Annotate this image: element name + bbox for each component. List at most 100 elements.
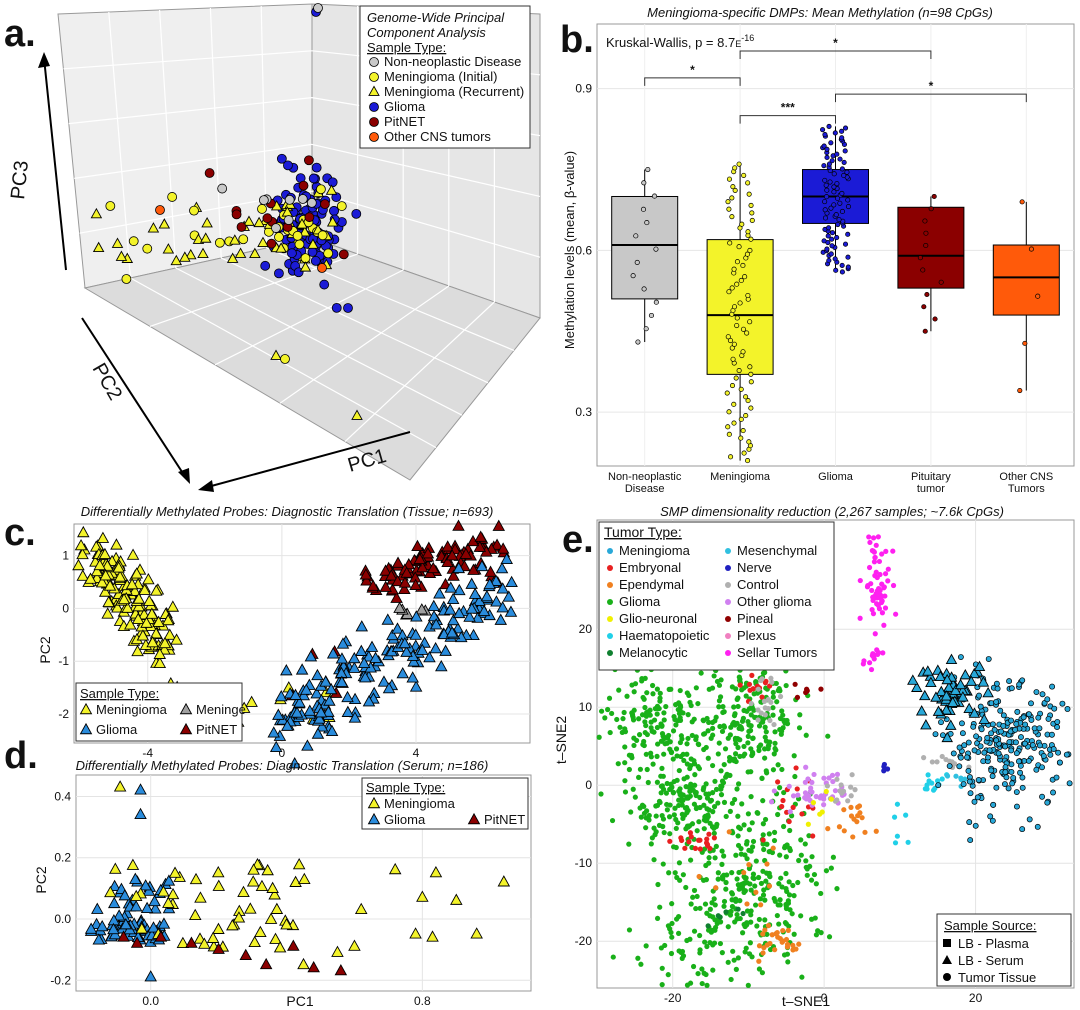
tsne-point [716, 740, 722, 746]
tsne-point [729, 903, 736, 910]
tsne-point [773, 680, 779, 687]
pca3d-point [294, 239, 305, 250]
tsne-point [826, 775, 832, 781]
tissue-pca-point [441, 540, 454, 552]
tsne-point [783, 903, 789, 909]
tsne-point [672, 805, 678, 811]
boxplot-point [641, 180, 647, 186]
tsne-point [1012, 739, 1019, 746]
tsne-point [713, 885, 719, 891]
scatter-ytick-label: -1 [58, 654, 69, 668]
tsne-point [744, 856, 750, 862]
tissue-pca-point [468, 587, 482, 599]
tsne-point [748, 919, 754, 925]
tsne-point [697, 905, 703, 911]
tsne-point [636, 732, 643, 738]
tsne-point [1028, 700, 1034, 707]
tissue-pca-legend-marker [179, 702, 193, 715]
tsne-point [602, 715, 608, 721]
tsne-point [667, 802, 673, 808]
tsne-point [794, 694, 801, 700]
tsne-point [684, 741, 690, 747]
tsne-point [791, 753, 797, 759]
tsne-point [748, 793, 754, 800]
tsne-point [688, 901, 694, 907]
tsne-legend-marker [725, 548, 731, 554]
boxplot-point [821, 163, 827, 169]
pca3d-point [351, 208, 362, 219]
serum-pca-point [118, 889, 132, 901]
tsne-source-legend-label: LB - Plasma [958, 936, 1030, 951]
tsne-point [654, 724, 660, 731]
tsne-point [686, 839, 692, 845]
boxplot-point [845, 264, 851, 270]
tsne-point [653, 803, 659, 809]
boxplot-point [822, 199, 828, 205]
tsne-legend-marker [607, 616, 613, 622]
tsne-point [642, 675, 648, 681]
tsne-point [708, 735, 714, 741]
tissue-pca-point [348, 651, 361, 664]
tsne-point [728, 908, 734, 914]
tsne-point [716, 704, 722, 710]
tsne-point [648, 725, 654, 731]
tissue-pca-point [145, 607, 159, 619]
boxplot-point [653, 246, 659, 252]
boxplot-point [748, 405, 754, 411]
pca3d-point [199, 232, 212, 243]
tsne-point [694, 893, 700, 900]
tsne-point [723, 886, 729, 892]
pca3d-legend-title-2: Component Analysis [367, 25, 486, 40]
tissue-pca-point [410, 610, 423, 622]
tissue-pca-point [474, 530, 487, 542]
tsne-point [688, 857, 694, 863]
tsne-point [672, 870, 678, 876]
tsne-point [651, 857, 657, 863]
tissue-pca-point [439, 644, 452, 656]
boxplot-point [745, 180, 751, 186]
tsne-point [726, 829, 732, 835]
pca3d-gridline [159, 9, 177, 269]
tsne-point [755, 717, 761, 723]
boxplot-point [822, 177, 828, 183]
tissue-pca-point [90, 564, 104, 577]
tsne-point [737, 682, 743, 688]
tsne-point [721, 724, 728, 730]
tsne-point [692, 845, 699, 852]
tsne-point [668, 929, 674, 936]
boxplot-box [611, 195, 679, 300]
pca3d-legend-marker [369, 102, 379, 112]
pca3d-point [231, 209, 242, 220]
serum-pca-point [119, 918, 133, 930]
tsne-point [697, 846, 703, 852]
tsne-point [659, 723, 665, 729]
tsne-point [956, 763, 963, 770]
pca3d-point [262, 213, 273, 224]
boxplot-point [749, 217, 755, 223]
tsne-point [735, 781, 742, 787]
scatter-ytick-label: 0 [585, 778, 592, 792]
pca3d-point [167, 192, 178, 202]
tsne-point [728, 724, 734, 730]
boxplot-point [820, 127, 826, 133]
tissue-pca-point [362, 695, 376, 707]
tsne-point [666, 870, 672, 876]
tissue-pca-point [314, 706, 328, 718]
tsne-source-legend: Sample Source: LB - Plasma LB - Serum Tumo… [936, 913, 1072, 987]
tsne-point [997, 707, 1004, 714]
tsne-point [850, 834, 856, 840]
boxplot-point [740, 326, 747, 332]
tsne-point [664, 807, 670, 813]
tsne-point [764, 841, 770, 847]
tsne-point [734, 911, 740, 918]
boxplot-point [747, 319, 753, 325]
pca3d-point [253, 216, 265, 228]
tsne-point [785, 927, 791, 933]
pca3d-point [270, 349, 282, 360]
panel-letter-c: c. [4, 512, 36, 554]
tsne-point [643, 943, 649, 949]
tsne-point [701, 802, 707, 808]
serum-pca-point [134, 807, 147, 820]
tsne-point [717, 919, 724, 925]
tissue-pca-point [322, 705, 335, 717]
